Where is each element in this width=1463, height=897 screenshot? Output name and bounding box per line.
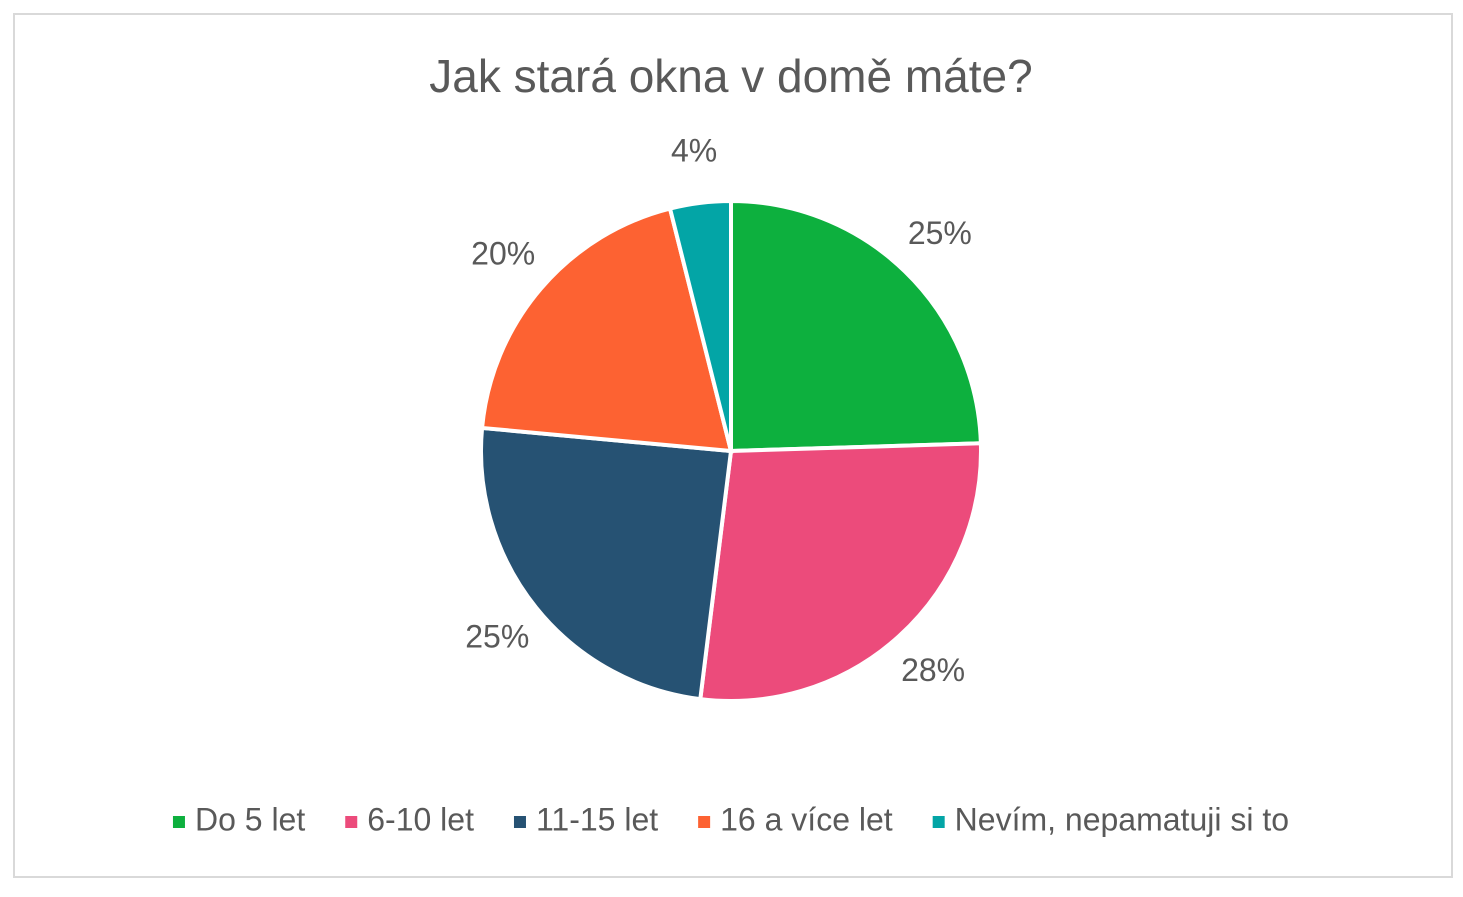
legend-swatch [513,816,526,828]
chart-title: Jak stará okna v domě máte? [429,50,1032,102]
legend-swatch [698,816,711,828]
data-label: 28% [901,652,965,688]
pie-slice [698,441,983,703]
data-label: 25% [465,619,529,655]
legend-label: Do 5 let [195,801,305,837]
pie-slice [479,206,734,454]
data-label: 20% [471,235,535,271]
legend-label: 6-10 let [367,801,474,837]
data-label: 25% [908,215,972,251]
legend-label: 11-15 let [536,801,658,837]
legend-label: Nevím, nepamatuji si to [955,801,1289,837]
data-label: 4% [671,133,717,169]
legend-label: 16 a více let [720,801,893,837]
pie-slice [479,425,734,702]
legend-swatch [345,816,358,828]
pie-slice [729,198,983,454]
legend-swatch [172,816,185,828]
pie-slice [667,198,733,452]
legend-swatch [932,816,945,828]
